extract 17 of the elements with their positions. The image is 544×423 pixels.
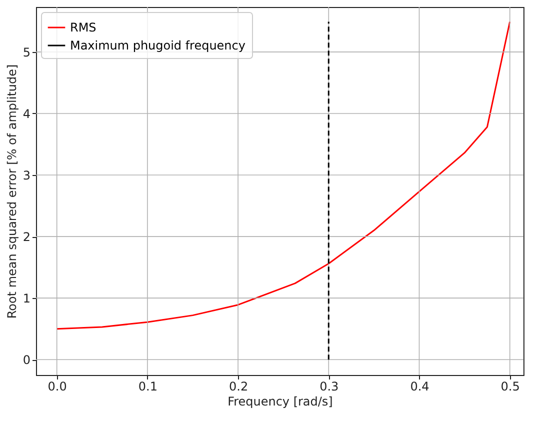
legend-label: RMS — [70, 20, 96, 34]
y-tick-label: 2 — [22, 230, 30, 244]
legend-label: Maximum phugoid frequency — [70, 38, 246, 52]
x-tick-label: 0.0 — [48, 380, 67, 394]
x-tick-label: 0.4 — [410, 380, 430, 394]
x-tick-label: 0.1 — [138, 380, 158, 394]
y-tick-label: 3 — [22, 168, 30, 182]
y-tick-label: 1 — [22, 292, 30, 306]
y-axis-title: Root mean squared error [% of amplitude] — [4, 64, 19, 319]
x-tick-label: 0.3 — [320, 380, 339, 394]
x-tick-label: 0.5 — [500, 380, 520, 394]
line-series — [56, 21, 511, 330]
y-tick-label: 0 — [22, 353, 30, 368]
x-axis-title: Frequency [rad/s] — [228, 394, 333, 408]
y-tick-label: 4 — [22, 106, 30, 121]
x-tick-label: 0.2 — [229, 380, 248, 394]
y-tick-label: 5 — [22, 45, 30, 60]
